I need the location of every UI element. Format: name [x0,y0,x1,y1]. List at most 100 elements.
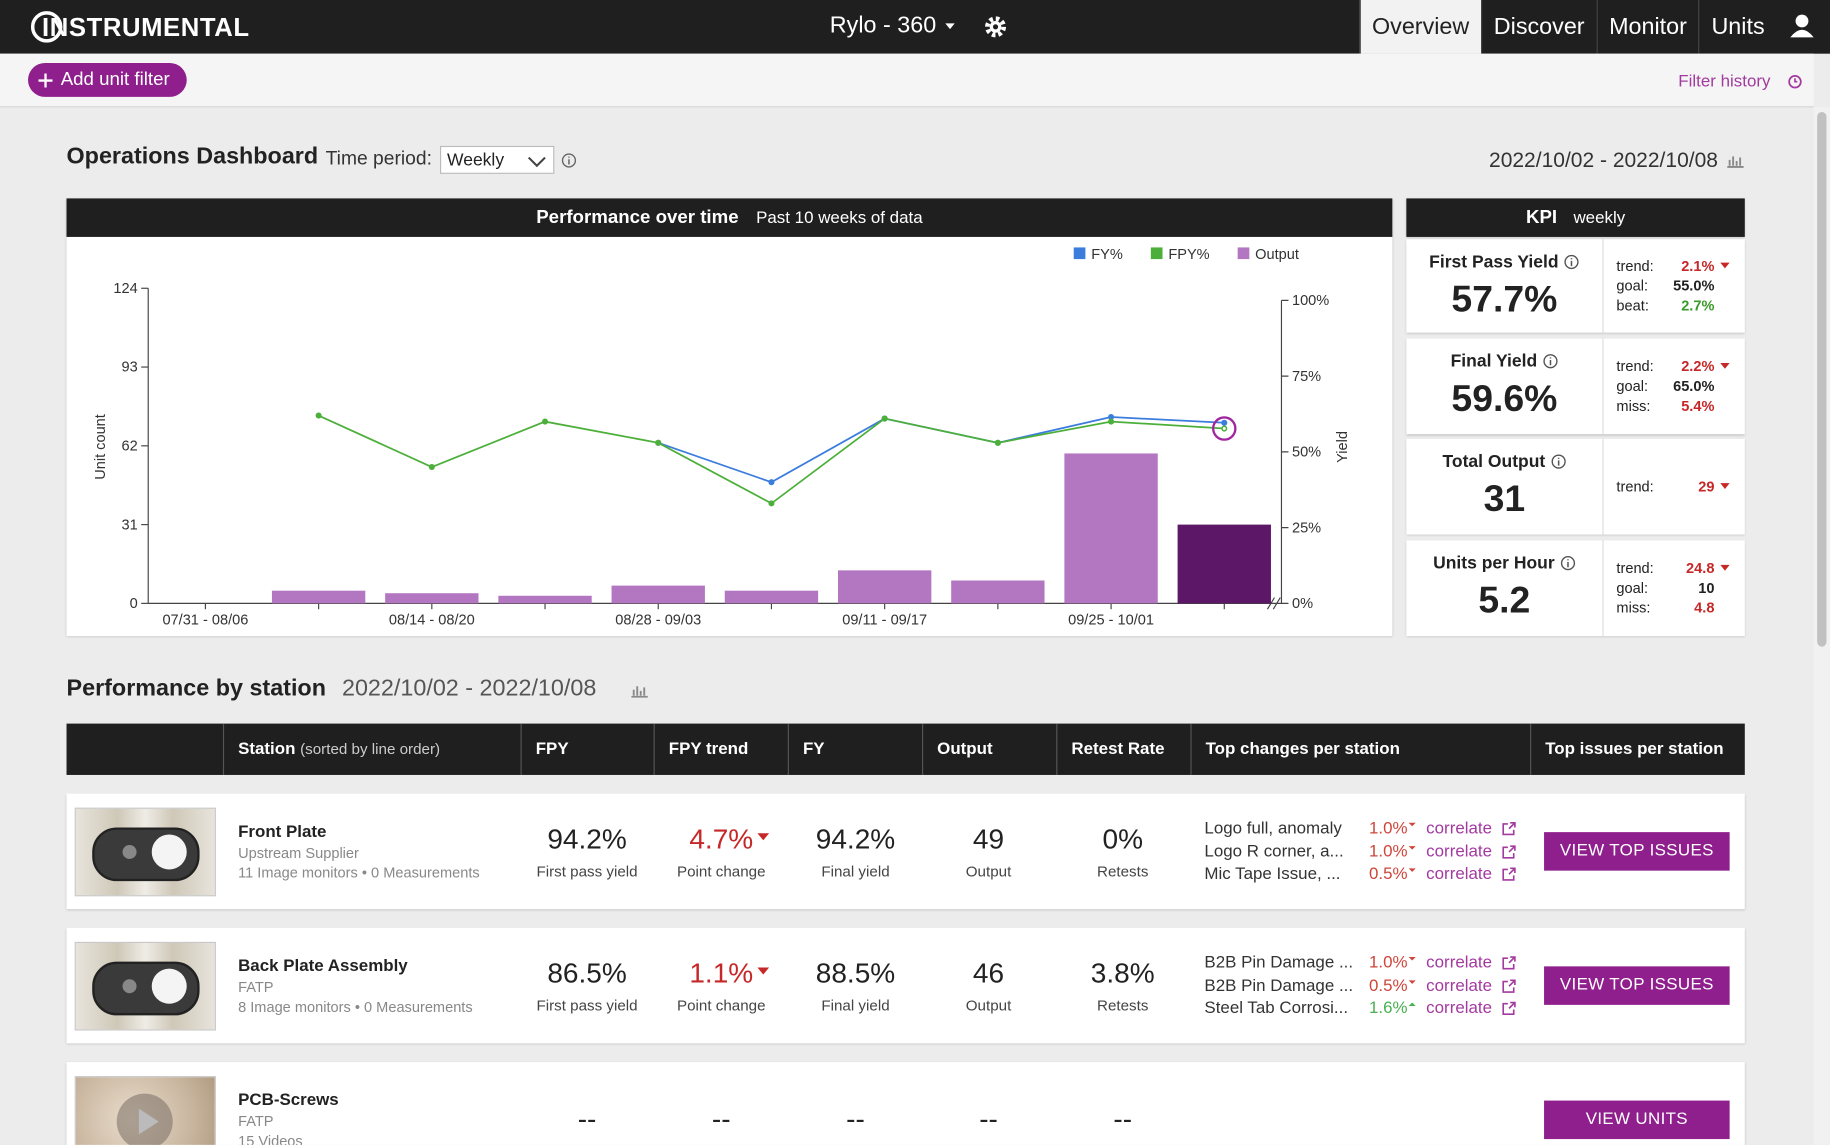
legend-label: FPY% [1168,247,1209,263]
kpi-value: 59.6% [1451,376,1558,419]
top-nav: INSTRUMENTAL Rylo - 360 Overview Discover… [0,0,1830,54]
external-link-icon[interactable] [1501,956,1516,971]
info-icon[interactable] [1551,454,1566,469]
kpi-title: KPI [1525,207,1558,227]
nav-tab[interactable]: Overview [1359,0,1481,54]
kpi-row-value: 4.8 [1694,599,1715,616]
nav-tab[interactable]: Monitor [1596,0,1698,54]
user-icon[interactable] [1786,13,1819,41]
metric-value: 49 [972,823,1005,856]
kpi-card: Total Output 31 trend: 29 [1406,438,1745,535]
change-text: B2B Pin Damage ... [1204,976,1354,995]
chart-icon[interactable] [630,682,649,698]
legend-label: FY% [1091,247,1123,263]
trend-arrow [1720,482,1730,489]
change-pct: 1.6% [1368,999,1408,1018]
station-button[interactable]: VIEW UNITS [1544,1100,1730,1140]
external-link-icon[interactable] [1501,978,1516,994]
correlate-link[interactable]: correlate [1426,999,1493,1018]
column-label: Top issues per station [1545,739,1724,759]
nav-tab[interactable]: Discover [1480,0,1596,54]
info-icon[interactable] [1560,556,1576,571]
change-pct: 1.0% [1368,953,1408,973]
y2-axis-title: Yield [1335,431,1351,463]
info-ring [1560,556,1576,571]
x-tick-label: 08/14 - 08/20 [389,612,475,628]
external-link-glyph [1502,956,1516,970]
change-text: B2B Pin Damage ... [1204,953,1354,973]
scrollbar-thumb[interactable] [1817,112,1827,647]
chevron [527,156,546,168]
part-lens [151,834,187,870]
correlate-link[interactable]: correlate [1426,976,1493,995]
info-icon[interactable] [1543,354,1558,369]
x-tick-label: 09/11 - 09/17 [842,612,927,628]
external-link-icon[interactable] [1501,1001,1516,1016]
chart: 0 31 62 93 124 0% 25% 50% 75% 100% Unit count Yield… [93,247,1351,628]
point [655,439,662,446]
info-icon[interactable] [1564,254,1580,270]
correlate-link[interactable]: correlate [1426,819,1493,838]
station-table-header: Station (sorted by line order) FPY FPY tren… [66,723,1745,775]
product-selector[interactable]: Rylo - 360 [829,12,937,39]
time-period-label: Time period: [325,148,432,170]
kpi-row-label: miss: [1616,397,1651,414]
change-pct: 0.5% [1368,976,1408,995]
station-name: Back Plate Assembly [238,957,408,976]
station-stage: Upstream Supplier [238,844,359,862]
y2-tick-label: 75% [1292,369,1321,385]
kpi-value: 5.2 [1478,578,1531,621]
column-header: Station (sorted by line order) [222,723,521,775]
correlate-link[interactable]: correlate [1426,864,1493,884]
correlate-link[interactable]: correlate [1426,953,1493,973]
column-label: FPY trend [668,739,749,759]
bar [271,590,366,604]
add-filter-button[interactable]: Add unit filter [28,63,187,97]
metric-caption: Retests [1097,862,1149,880]
column-header: FPY [520,723,654,775]
y2-tick-label: 50% [1292,445,1321,461]
change-arrow [1408,822,1416,827]
external-link-icon[interactable] [1501,867,1516,882]
correlate-link[interactable]: correlate [1426,842,1493,861]
kpi-name: First Pass Yield [1429,252,1559,272]
bar [724,590,819,604]
kpi-period: weekly [1573,208,1626,227]
metric-caption: Final yield [821,862,890,880]
change-pct: 1.0% [1368,842,1408,861]
kpi-name-row: First Pass Yield [1406,252,1602,272]
time-period-value: Weekly [446,150,505,171]
external-link-icon[interactable] [1501,821,1516,837]
metric-caption: Final yield [821,996,890,1015]
add-filter-label: Add unit filter [60,70,170,90]
kpi-row-label: trend: [1616,357,1654,375]
history-icon [1788,74,1802,89]
column-label: Station [238,739,296,759]
chart-icon[interactable] [1726,152,1745,168]
column-header: Output [922,723,1056,775]
bar [611,585,705,604]
kpi-value: 31 [1483,477,1526,520]
info-ring [1543,354,1558,369]
station-button[interactable]: VIEW TOP ISSUES [1544,832,1730,871]
metric-value: 46 [972,958,1005,990]
column-header: FY [787,723,922,775]
metric-caption: First pass yield [536,996,638,1015]
station-date-range: 2022/10/02 - 2022/10/08 [341,675,597,702]
logo[interactable]: INSTRUMENTAL [42,12,250,43]
metric-value: -- [1113,1104,1133,1136]
change-pct: 0.5% [1368,864,1408,884]
point [881,415,888,422]
kpi-row-label: trend: [1616,477,1654,495]
time-period-select[interactable]: Weekly [439,145,555,174]
filter-history-link[interactable]: Filter history [1678,72,1771,92]
external-link-icon[interactable] [1501,844,1516,859]
dashboard-date-range: 2022/10/02 - 2022/10/08 [1489,148,1718,172]
info-icon[interactable] [561,153,577,168]
point [541,418,549,425]
y-axis-title: Unit count [93,414,109,480]
settings-icon[interactable] [984,15,1007,38]
nav-tab[interactable]: Units [1698,0,1777,54]
info-ring [1564,254,1580,270]
station-button[interactable]: VIEW TOP ISSUES [1544,966,1730,1005]
